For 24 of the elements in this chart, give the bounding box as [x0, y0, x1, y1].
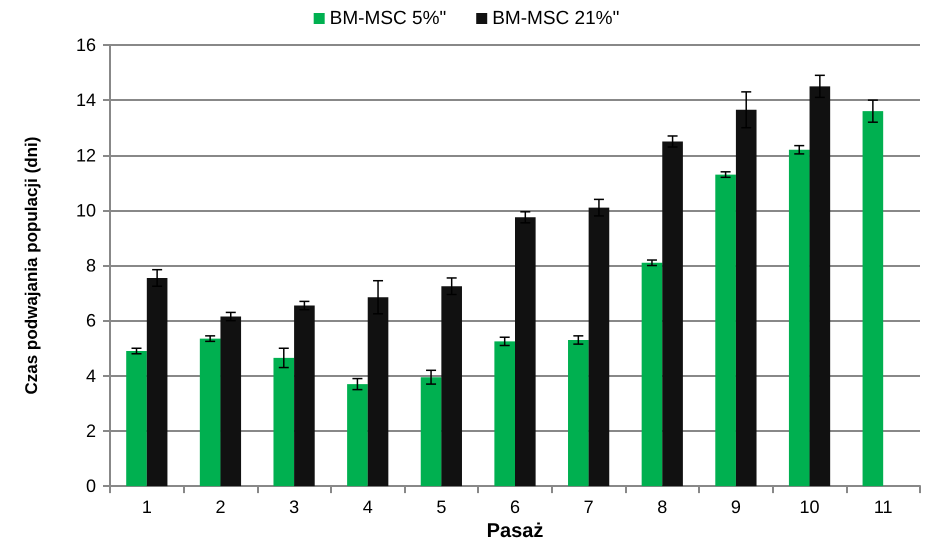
- x-tick-label: 11: [874, 497, 893, 518]
- y-tick-label: 10: [76, 200, 96, 220]
- y-tick-label: 14: [76, 90, 96, 110]
- x-tick-label: 1: [142, 497, 152, 518]
- x-tick-label: 5: [436, 497, 446, 518]
- y-tick-label: 12: [76, 145, 96, 166]
- x-tick-label: 2: [215, 497, 226, 518]
- y-tick-label: 2: [86, 420, 96, 441]
- y-tick-label: 6: [86, 310, 96, 331]
- x-tick-label: 4: [362, 497, 373, 518]
- x-axis-title: Pasaż: [486, 520, 544, 542]
- y-tick-label: 0: [86, 476, 96, 496]
- legend-label: BM-MSC 21%": [492, 8, 620, 29]
- x-tick-label: 8: [657, 497, 668, 518]
- y-tick-label: 4: [86, 366, 96, 386]
- y-tick-label: 8: [86, 256, 96, 276]
- x-tick-label: 9: [730, 497, 741, 518]
- x-tick-label: 6: [510, 497, 520, 518]
- legend-label: BM-MSC 5%": [330, 8, 446, 29]
- y-axis-title: Czas podwajania populacji (dni): [22, 136, 41, 394]
- x-tick-label: 3: [289, 497, 300, 518]
- y-tick-label: 16: [76, 35, 96, 55]
- x-tick-label: 7: [584, 497, 594, 518]
- x-tick-label: 10: [800, 497, 820, 518]
